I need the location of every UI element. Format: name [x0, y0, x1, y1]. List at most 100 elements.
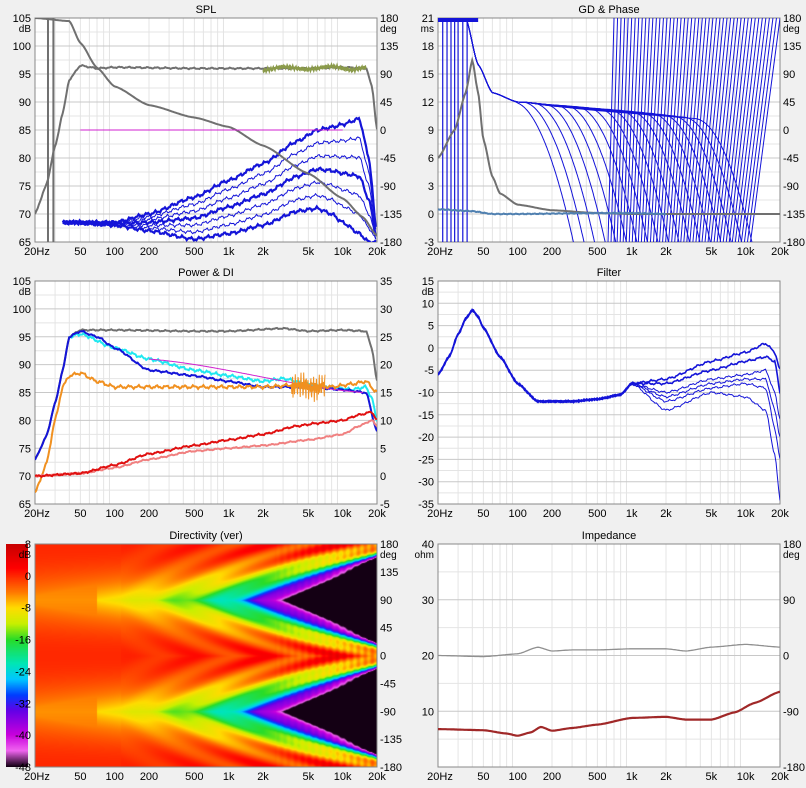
x-tick-label: 10k — [334, 246, 352, 258]
phase-wrap-line — [734, 18, 763, 242]
y-tick-label: -10 — [418, 388, 434, 400]
y-tick-label: 5 — [428, 321, 434, 333]
chart-title: Directivity (ver) — [169, 530, 242, 542]
phase-wrap-line — [689, 18, 710, 242]
phase-wrap-line — [628, 18, 640, 242]
y2-tick-label: 135 — [783, 41, 801, 53]
y2-tick-label: 90 — [783, 595, 795, 607]
plot-border — [34, 280, 378, 505]
x-tick-label: 20k — [771, 508, 789, 520]
phase-wrap-line — [674, 18, 693, 242]
y-tick-label: 80 — [19, 415, 31, 427]
y-tick-label: 70 — [19, 471, 31, 483]
y2-tick-label: 90 — [783, 69, 795, 81]
y-unit-label: ohm — [415, 550, 434, 561]
x-tick-label: 1k — [223, 508, 235, 520]
phase-wrap-line — [740, 18, 770, 242]
chart-title: Impedance — [582, 530, 636, 542]
phase-wrap-line — [634, 18, 647, 242]
x-tick-label: 5k — [706, 508, 718, 520]
series-line — [35, 326, 377, 460]
di-noise — [290, 372, 326, 402]
phase-wrap-line — [646, 18, 661, 242]
y-tick-label: 21 — [422, 13, 434, 25]
gd-band — [438, 18, 479, 22]
y-tick-label: 0 — [428, 343, 434, 355]
x-tick-label: 20k — [368, 771, 386, 783]
phase-wrap-line — [671, 18, 689, 242]
x-tick-label: 10k — [737, 246, 755, 258]
chart-title: Filter — [597, 267, 622, 279]
phase-wrap-line — [643, 18, 657, 242]
y2-tick-label: 180 — [783, 539, 801, 551]
y2-tick-label: 45 — [380, 97, 392, 109]
x-tick-label: 5k — [303, 771, 315, 783]
x-tick-label: 10k — [334, 508, 352, 520]
y2-tick-label: 90 — [380, 69, 392, 81]
x-tick-label: 100 — [509, 508, 527, 520]
phase-wrap-line — [722, 18, 749, 242]
y-unit-label: ms — [421, 24, 434, 35]
phase-wrap-line — [607, 18, 615, 242]
y-tick-label: 80 — [19, 153, 31, 165]
x-tick-label: 100 — [509, 246, 527, 258]
plot-border — [437, 17, 781, 243]
phase-wrap-line — [683, 18, 703, 242]
phase-wrap-line — [725, 18, 753, 242]
phase-wrap-line — [719, 18, 746, 242]
y-tick-label: 65 — [19, 499, 31, 511]
x-tick-label: 20k — [368, 246, 386, 258]
phase-wrap-line — [668, 18, 686, 242]
x-tick-label: 1k — [223, 771, 235, 783]
phase-wrap-line — [662, 18, 679, 242]
phase-wrap-line — [656, 18, 672, 242]
y2-tick-label: 135 — [380, 567, 398, 579]
y-tick-label: 18 — [422, 41, 434, 53]
series-line — [35, 419, 377, 478]
y-tick-label: 105 — [13, 13, 31, 25]
x-tick-label: 2k — [660, 771, 672, 783]
x-tick-label: 20Hz — [427, 508, 453, 520]
y-tick-label: 10 — [422, 706, 434, 718]
y-tick-label: 65 — [19, 237, 31, 249]
x-tick-label: 500 — [185, 508, 203, 520]
y-tick-label: 30 — [422, 595, 434, 607]
x-tick-label: 5k — [706, 246, 718, 258]
x-tick-label: 10k — [737, 771, 755, 783]
y2-tick-label: -90 — [380, 706, 396, 718]
x-tick-label: 20k — [771, 771, 789, 783]
y-tick-label: -48 — [15, 762, 31, 774]
y2-tick-label: -45 — [783, 153, 799, 165]
x-tick-label: 20k — [368, 508, 386, 520]
x-tick-label: 1k — [626, 508, 638, 520]
y-tick-label: -40 — [15, 730, 31, 742]
series-line — [35, 18, 377, 237]
y-tick-label: 85 — [19, 125, 31, 137]
phase-wrap-line — [716, 18, 742, 242]
phase-wrap-line — [728, 18, 756, 242]
x-tick-label: 100 — [509, 771, 527, 783]
series-line — [438, 690, 780, 737]
phase-wrap-line — [613, 18, 622, 242]
x-tick-label: 5k — [303, 508, 315, 520]
series-line — [35, 410, 377, 478]
y2-tick-label: 135 — [380, 41, 398, 53]
phase-wrap-line — [649, 18, 664, 242]
y-tick-label: 75 — [19, 443, 31, 455]
y-tick-label: 0 — [25, 571, 31, 583]
series-line — [438, 208, 666, 216]
phase-wrap-line — [680, 18, 700, 242]
plot-border — [34, 17, 378, 243]
y-tick-label: 15 — [422, 276, 434, 288]
y2-unit-label: deg — [380, 550, 397, 561]
y-tick-label: -32 — [15, 698, 31, 710]
spl-polar-line — [62, 166, 377, 236]
y2-tick-label: -135 — [380, 734, 402, 746]
y2-tick-label: 45 — [783, 97, 795, 109]
phase-wrap-line — [713, 18, 739, 242]
y2-tick-label: 180 — [380, 13, 398, 25]
directivity-chart: Directivity (ver) 8 0 -8 -16 -24 -32 -40 -48 dB 18… — [0, 526, 403, 788]
filter-line — [438, 309, 780, 437]
y-tick-label: -3 — [424, 237, 434, 249]
